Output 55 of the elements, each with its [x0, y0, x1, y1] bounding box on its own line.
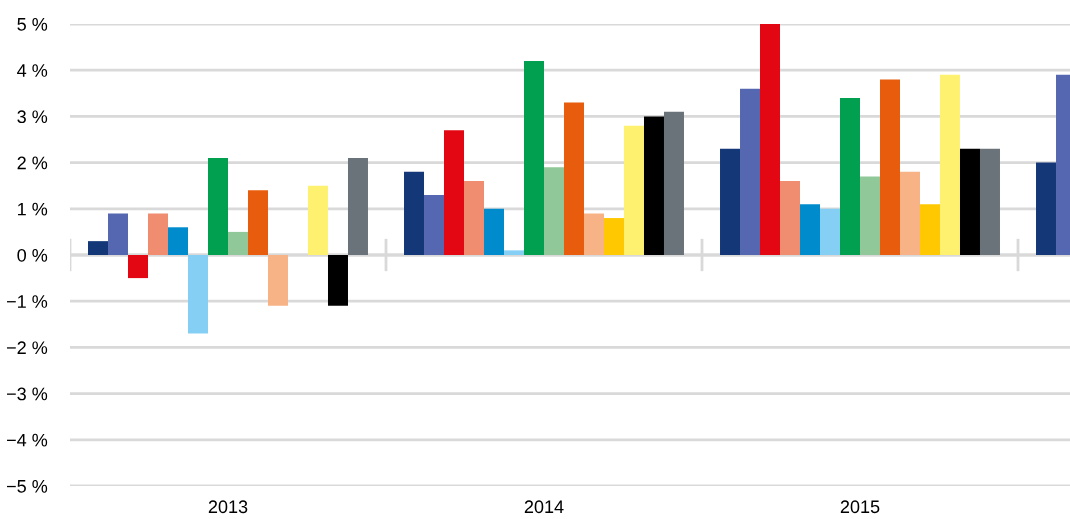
- y-tick-label: −4 %: [7, 433, 48, 447]
- y-tick-label: 3 %: [17, 110, 48, 124]
- bar: [820, 208, 840, 255]
- bar: [268, 255, 288, 306]
- bar: [720, 148, 741, 255]
- bar: [128, 255, 149, 279]
- bar: [168, 227, 188, 255]
- y-tick-label: 2 %: [17, 156, 48, 170]
- y-tick-label: 4 %: [17, 64, 48, 77]
- bar: [444, 130, 465, 255]
- bar: [424, 194, 445, 255]
- bar: [760, 24, 781, 255]
- bar: [623, 125, 644, 255]
- bar: [464, 181, 485, 255]
- x-tick-label: 2013: [208, 500, 248, 514]
- y-tick-label: −3 %: [7, 387, 48, 401]
- bar: [248, 190, 268, 255]
- bar: [860, 176, 880, 255]
- bar: [840, 97, 860, 255]
- bar: [800, 204, 820, 255]
- bar: [327, 255, 348, 306]
- bar: [208, 157, 228, 255]
- bar: [740, 88, 761, 255]
- bar: [504, 250, 524, 255]
- bar: [88, 241, 109, 255]
- bar: [979, 148, 1000, 255]
- bar: [544, 167, 564, 255]
- bar: [780, 181, 801, 255]
- bar: [919, 204, 940, 255]
- bar: [307, 185, 328, 255]
- y-tick-label: −1 %: [7, 295, 48, 308]
- bar: [524, 60, 544, 255]
- bar: [584, 213, 604, 255]
- bar: [564, 102, 584, 255]
- bar: [188, 255, 208, 334]
- bar: [959, 148, 980, 255]
- bar: [347, 157, 368, 255]
- bar: [484, 208, 504, 255]
- y-tick-label: −2 %: [7, 341, 48, 355]
- y-tick-label: 5 %: [17, 18, 48, 31]
- x-tick-label: 2014: [524, 500, 564, 514]
- bar: [148, 213, 169, 255]
- y-tick-label: −5 %: [7, 480, 48, 493]
- bar: [228, 231, 248, 255]
- bar: [643, 116, 664, 255]
- x-tick-label: 2015: [840, 500, 880, 514]
- bar: [880, 79, 900, 255]
- bar: [603, 218, 624, 255]
- y-tick-label: 0 %: [17, 248, 48, 262]
- bar: [108, 213, 129, 255]
- y-tick-label: 1 %: [18, 202, 48, 216]
- bar: [900, 171, 920, 255]
- bar: [939, 74, 960, 255]
- bar: [404, 171, 425, 255]
- bar: [663, 111, 684, 255]
